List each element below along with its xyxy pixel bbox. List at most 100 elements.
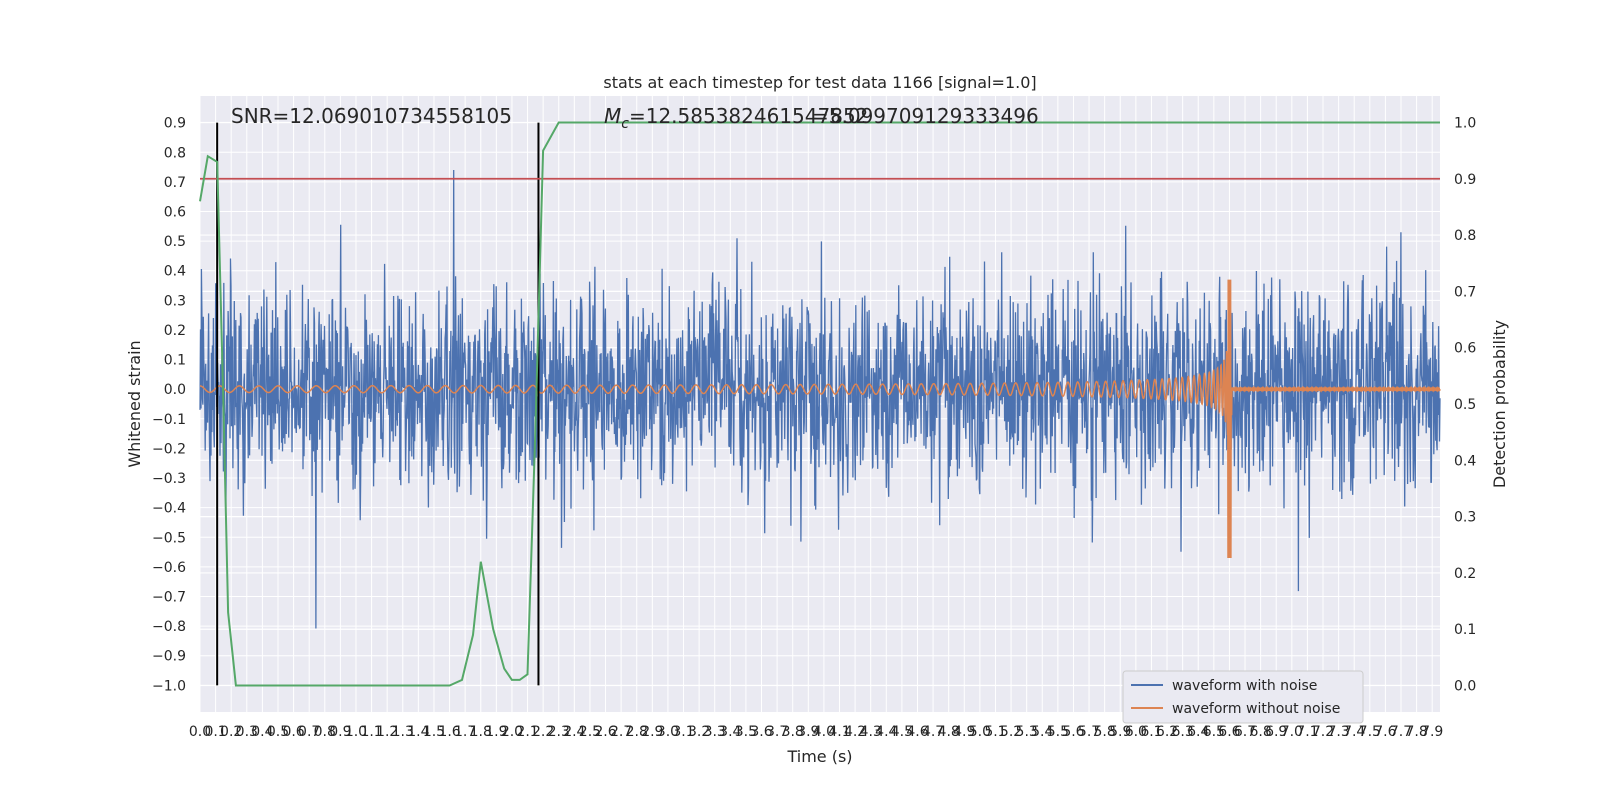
x-tick-label: 5.1 — [984, 724, 1006, 740]
x-tick-label: 5.7 — [1078, 724, 1100, 740]
x-tick-label: 0.7 — [298, 724, 320, 740]
x-tick-label: 3.4 — [719, 724, 741, 740]
x-tick-label: 5.3 — [1016, 724, 1038, 740]
x-tick-label: 2.1 — [516, 724, 538, 740]
x-tick-label: 6.9 — [1265, 724, 1287, 740]
legend-clean-label: waveform without noise — [1172, 701, 1340, 717]
x-tick-label: 7.2 — [1312, 724, 1334, 740]
legend-noise-label: waveform with noise — [1172, 678, 1317, 694]
x-tick-label: 7.7 — [1390, 724, 1412, 740]
y2-tick-label: 0.4 — [1454, 453, 1476, 469]
x-tick-label: 4.2 — [844, 724, 866, 740]
x-tick-label: 3.8 — [782, 724, 804, 740]
y2-tick-label: 0.7 — [1454, 284, 1476, 300]
x-tick-label: 3.2 — [688, 724, 710, 740]
x-tick-label: 5.4 — [1031, 724, 1053, 740]
x-tick-label: 2.2 — [532, 724, 554, 740]
x-tick-label: 5.8 — [1094, 724, 1116, 740]
y2-axis-label: Detection probability — [1490, 320, 1509, 488]
x-tick-label: 2.8 — [626, 724, 648, 740]
x-tick-label: 7.1 — [1296, 724, 1318, 740]
x-tick-label: 4.4 — [875, 724, 897, 740]
x-axis-label: Time (s) — [786, 747, 852, 766]
y-tick-label: −0.8 — [152, 619, 186, 635]
x-tick-label: 0.4 — [251, 724, 273, 740]
y-tick-label: −0.5 — [152, 530, 186, 546]
y2-tick-label: 0.3 — [1454, 510, 1476, 526]
x-tick-label: 5.6 — [1062, 724, 1084, 740]
y-tick-label: 0.6 — [164, 205, 186, 221]
y-tick-label: −0.7 — [152, 590, 186, 606]
x-tick-label: 3.5 — [735, 724, 757, 740]
x-tick-label: 1.7 — [454, 724, 476, 740]
snr-annotation: SNR=12.069010734558105 — [231, 104, 512, 128]
probability-curve — [199, 121, 1440, 687]
x-tick-label: 7.9 — [1421, 724, 1443, 740]
y-tick-label: −0.6 — [152, 560, 186, 576]
y-tick-label: 0.8 — [164, 145, 186, 161]
y-tick-label: 0.5 — [164, 234, 186, 250]
x-tick-label: 5.5 — [1047, 724, 1069, 740]
clean-waveform — [199, 279, 1441, 559]
x-tick-label: 7.8 — [1405, 724, 1427, 740]
x-tick-label: 6.4 — [1187, 724, 1209, 740]
y-tick-label: 0.7 — [164, 175, 186, 191]
x-tick-label: 4.3 — [860, 724, 882, 740]
x-tick-label: 2.6 — [594, 724, 616, 740]
x-tick-label: 2.7 — [610, 724, 632, 740]
x-tick-label: 5.0 — [969, 724, 991, 740]
x-tick-label: 7.4 — [1343, 724, 1365, 740]
chirp-mass-annotation: Mc=12.585382461547852 — [604, 104, 868, 132]
x-tick-label: 1.1 — [360, 724, 382, 740]
x-tick-label: 4.6 — [906, 724, 928, 740]
x-tick-label: 2.0 — [501, 724, 523, 740]
x-tick-label: 5.9 — [1109, 724, 1131, 740]
chirp-mass-overlap-annotation: =5.099709129333496 — [812, 104, 1039, 128]
y2-tick-label: 0.6 — [1454, 341, 1476, 357]
y-tick-label: 0.9 — [164, 116, 186, 132]
y-tick-label: −0.4 — [152, 501, 186, 517]
x-tick-label: 0.0 — [189, 724, 211, 740]
probability-series-path — [199, 121, 1440, 687]
x-tick-label: 2.3 — [548, 724, 570, 740]
x-tick-label: 6.3 — [1172, 724, 1194, 740]
y-tick-label: 0.4 — [164, 264, 186, 280]
noise-series-path — [199, 169, 1441, 629]
x-tick-label: 0.6 — [282, 724, 304, 740]
legend: waveform with noise waveform without noi… — [1122, 670, 1364, 724]
x-tick-label: 3.6 — [750, 724, 772, 740]
x-tick-label: 4.9 — [953, 724, 975, 740]
x-tick-label: 3.0 — [657, 724, 679, 740]
y2-tick-label: 0.8 — [1454, 228, 1476, 244]
x-tick-label: 3.1 — [672, 724, 694, 740]
y2-tick-labels: 0.0 0.1 0.2 0.3 0.4 0.5 0.6 0.7 0.8 0.9 1.0 — [1454, 115, 1476, 694]
y2-tick-label: 0.2 — [1454, 566, 1476, 582]
legend-box — [1122, 670, 1364, 724]
x-tick-label: 1.9 — [485, 724, 507, 740]
x-tick-label: 6.6 — [1218, 724, 1240, 740]
y2-tick-label: 0.5 — [1454, 397, 1476, 413]
y-tick-label: −0.1 — [152, 412, 186, 428]
y2-tick-label: 0.9 — [1454, 172, 1476, 188]
chart-title: stats at each timestep for test data 116… — [603, 73, 1036, 92]
x-tick-label: 4.0 — [813, 724, 835, 740]
x-tick-label: 6.0 — [1125, 724, 1147, 740]
x-tick-label: 3.7 — [766, 724, 788, 740]
x-tick-label: 6.2 — [1156, 724, 1178, 740]
y-tick-label: 0.2 — [164, 323, 186, 339]
y2-tick-label: 0.1 — [1454, 622, 1476, 638]
noise-waveform — [199, 169, 1441, 629]
marker-lines — [216, 122, 540, 686]
x-tick-label: 1.4 — [407, 724, 429, 740]
x-tick-label: 4.5 — [891, 724, 913, 740]
y-tick-label: 0.0 — [164, 382, 186, 398]
x-tick-label: 7.3 — [1327, 724, 1349, 740]
x-tick-label: 0.9 — [329, 724, 351, 740]
chirp-series-path — [199, 279, 1441, 559]
y2-tick-label: 1.0 — [1454, 115, 1476, 131]
x-tick-label: 5.2 — [1000, 724, 1022, 740]
x-tick-label: 1.6 — [438, 724, 460, 740]
x-tick-label: 3.9 — [797, 724, 819, 740]
x-tick-label: 6.8 — [1249, 724, 1271, 740]
x-tick-label: 0.3 — [236, 724, 258, 740]
